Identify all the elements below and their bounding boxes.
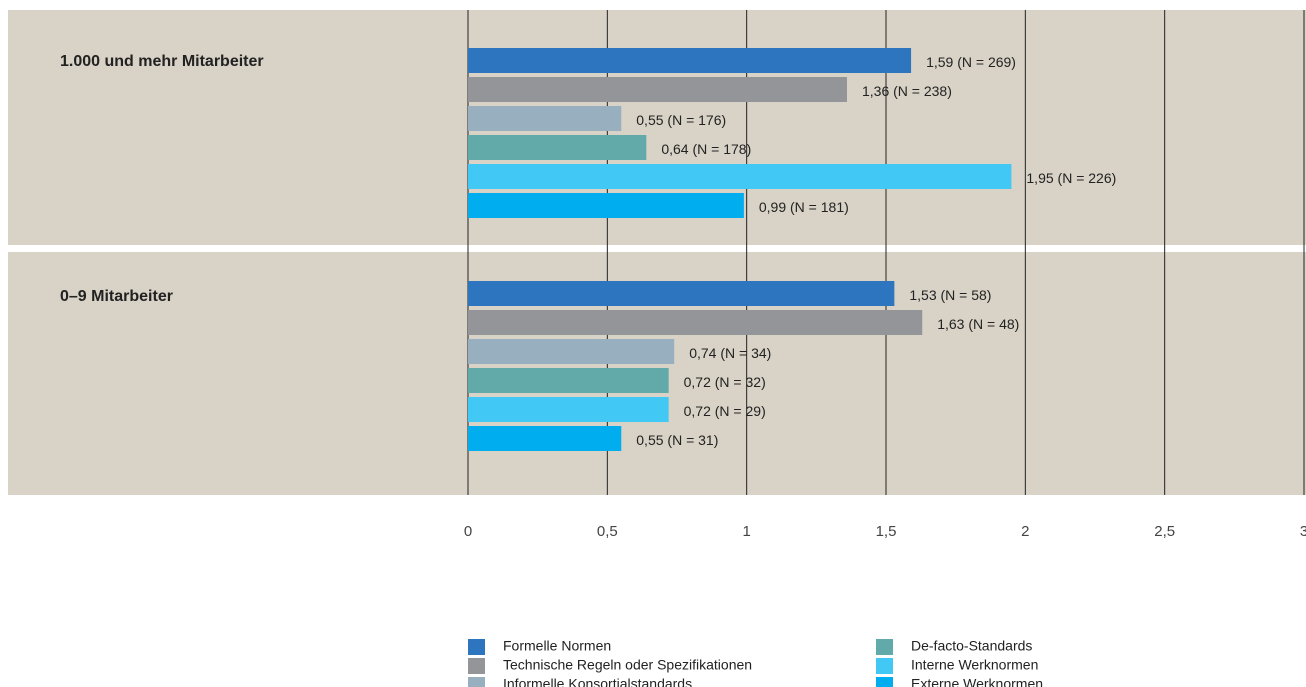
group-label: 0–9 Mitarbeiter [60, 288, 173, 305]
value-label: 0,64 (N = 178) [661, 141, 751, 157]
bar [468, 426, 622, 451]
value-label: 1,95 (N = 226) [1026, 170, 1116, 186]
legend-label: De-facto-Standards [911, 638, 1032, 654]
value-label: 1,63 (N = 48) [937, 316, 1019, 332]
bar [468, 281, 895, 306]
legend-swatch [468, 677, 485, 687]
group-label: 1.000 und mehr Mitarbeiter [60, 53, 264, 70]
value-label: 0,55 (N = 176) [636, 112, 726, 128]
x-tick-label: 2 [1021, 523, 1029, 540]
x-tick-label: 0 [464, 523, 472, 540]
x-tick-label: 1 [742, 523, 750, 540]
legend-swatch [876, 639, 893, 655]
legend-swatch [876, 658, 893, 674]
value-label: 0,74 (N = 34) [689, 345, 771, 361]
legend-swatch [468, 658, 485, 674]
bar [468, 48, 912, 73]
legend-swatch [468, 639, 485, 655]
value-label: 1,53 (N = 58) [909, 287, 991, 303]
bar [468, 135, 647, 160]
bar [468, 164, 1012, 189]
bar [468, 368, 669, 393]
legend-label: Externe Werknormen [911, 676, 1043, 687]
value-label: 0,99 (N = 181) [759, 199, 849, 215]
x-tick-label: 2,5 [1154, 523, 1175, 540]
x-tick-label: 0,5 [597, 523, 618, 540]
legend-swatch [876, 677, 893, 687]
x-tick-label: 1,5 [876, 523, 897, 540]
x-tick-label: 3 [1300, 523, 1306, 540]
bar [468, 193, 744, 218]
legend-label: Formelle Normen [503, 638, 611, 654]
value-label: 0,72 (N = 29) [684, 403, 766, 419]
value-label: 1,36 (N = 238) [862, 83, 952, 99]
legend-label: Technische Regeln oder Spezifikationen [503, 657, 752, 673]
bar [468, 77, 847, 102]
bar [468, 106, 622, 131]
bar [468, 397, 669, 422]
legend-label: Informelle Konsortialstandards [503, 676, 692, 687]
value-label: 0,72 (N = 32) [684, 374, 766, 390]
bar [468, 339, 675, 364]
value-label: 0,55 (N = 31) [636, 432, 718, 448]
bar [468, 310, 923, 335]
legend-label: Interne Werknormen [911, 657, 1038, 673]
value-label: 1,59 (N = 269) [926, 54, 1016, 70]
